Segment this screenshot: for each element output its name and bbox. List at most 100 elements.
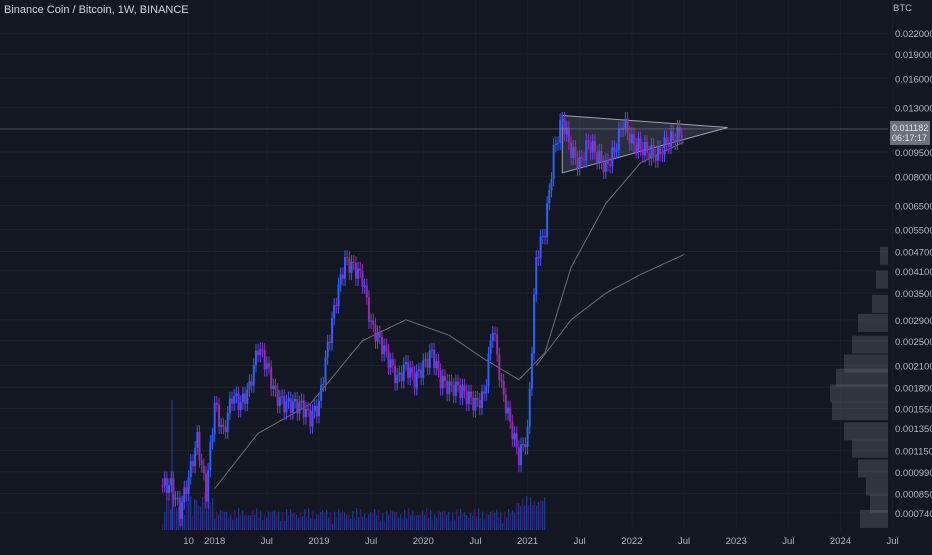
volume-bar: [302, 516, 304, 530]
candle-body: [500, 379, 503, 381]
candle-body: [304, 408, 307, 418]
candle-body: [550, 179, 553, 191]
moving-average-line: [535, 254, 685, 366]
volume-bar: [208, 500, 210, 530]
volume-bar: [492, 510, 494, 530]
candle-body: [202, 465, 205, 474]
volume-bar: [330, 512, 332, 530]
volume-bar: [196, 500, 198, 530]
candle-body: [165, 478, 168, 493]
x-tick-label: Jul: [887, 536, 899, 547]
volume-bar: [460, 508, 462, 530]
volume-bar: [382, 513, 384, 530]
candle-body: [215, 402, 218, 405]
candle-body: [502, 380, 505, 395]
candle-body: [309, 409, 312, 427]
volume-bar: [458, 515, 460, 530]
y-tick-label: 0.000850: [895, 489, 932, 500]
candle-body: [444, 376, 447, 381]
volume-profile-bar: [852, 439, 888, 458]
volume-bar: [394, 512, 396, 530]
y-tick-label: 0.000990: [895, 468, 932, 479]
candle-body: [491, 333, 494, 341]
volume-bar: [328, 517, 330, 530]
candle-body: [528, 388, 531, 427]
y-tick-label: 0.003500: [895, 289, 932, 300]
candle-body: [556, 143, 559, 145]
candle-body: [615, 150, 618, 152]
volume-bar: [274, 510, 276, 530]
volume-bar: [404, 509, 406, 530]
x-tick-label: 2023: [726, 536, 747, 547]
candle-body: [541, 235, 544, 237]
volume-bar: [284, 520, 286, 530]
candle-body: [643, 141, 646, 156]
volume-bar: [532, 504, 534, 530]
candle-body: [396, 374, 399, 384]
x-tick-label: Jul: [574, 536, 586, 547]
volume-bar: [218, 514, 220, 530]
candle-body: [509, 407, 512, 422]
candle-body: [257, 350, 260, 356]
volume-bar: [306, 516, 308, 530]
current-price-countdown: 06:17:17: [892, 133, 927, 143]
volume-bar: [526, 496, 528, 530]
volume-profile-bar: [852, 335, 888, 354]
candle-body: [578, 157, 581, 169]
candle-body: [513, 433, 516, 440]
candle-body: [511, 421, 514, 440]
candle-body: [404, 362, 407, 365]
candle-body: [628, 132, 631, 144]
volume-bar: [488, 514, 490, 530]
volume-bar: [288, 515, 290, 530]
candle-body: [441, 376, 444, 389]
volume-bar: [504, 511, 506, 530]
volume-bar: [418, 515, 420, 530]
y-tick-label: 0.016000: [895, 74, 932, 85]
volume-bar: [396, 511, 398, 530]
candle-body: [265, 363, 268, 370]
candle-body: [450, 381, 453, 385]
candle-body: [376, 332, 379, 342]
volume-bar: [534, 501, 536, 530]
candle-body: [626, 118, 629, 133]
candle-body: [335, 304, 338, 307]
y-tick-label: 0.004700: [895, 248, 932, 259]
candle-body: [252, 364, 255, 386]
candle-body: [241, 393, 244, 403]
volume-bar: [450, 520, 452, 530]
x-tick-label: Jul: [678, 536, 690, 547]
candle-body: [680, 135, 683, 138]
candle-body: [520, 444, 523, 466]
candle-body: [389, 359, 392, 368]
candle-body: [589, 142, 592, 153]
candle-body: [209, 442, 212, 471]
volume-bar: [322, 510, 324, 530]
candle-body: [663, 137, 666, 155]
volume-bar: [390, 509, 392, 530]
volume-bar: [440, 512, 442, 530]
candle-body: [580, 157, 583, 160]
candle-body: [654, 155, 657, 161]
volume-bar: [436, 517, 438, 530]
volume-bar: [366, 518, 368, 530]
y-tick-label: 0.005500: [895, 225, 932, 236]
candle-body: [609, 164, 612, 167]
candle-body: [667, 144, 670, 147]
volume-bar: [214, 518, 216, 530]
volume-profile-bar: [880, 246, 888, 265]
candle-body: [554, 143, 557, 146]
volume-bar: [426, 508, 428, 530]
y-tick-label: 0.001550: [895, 404, 932, 415]
volume-bar: [442, 511, 444, 530]
volume-bar: [500, 512, 502, 530]
candle-body: [346, 257, 349, 259]
candle-body: [211, 434, 214, 443]
candle-body: [624, 118, 627, 129]
candle-body: [231, 398, 234, 404]
volume-bar: [340, 513, 342, 530]
candle-body: [446, 380, 449, 394]
candle-body: [661, 153, 664, 155]
